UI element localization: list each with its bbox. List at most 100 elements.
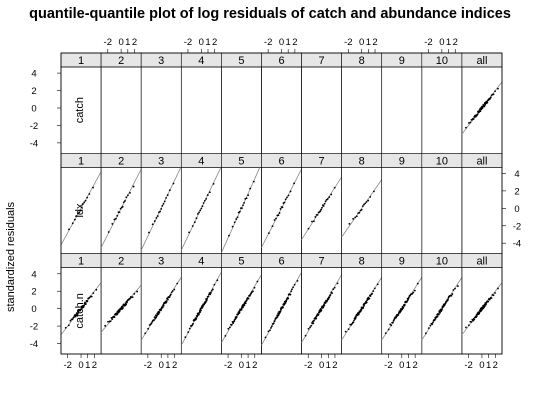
qq-point (162, 304, 165, 307)
qq-point (238, 311, 241, 314)
qq-point (413, 289, 416, 292)
qq-point (279, 207, 282, 210)
qq-point (333, 186, 336, 189)
qq-point (433, 319, 436, 322)
qq-point (195, 217, 198, 220)
qq-point (125, 196, 128, 199)
qq-point (169, 293, 172, 296)
x-tick-label: -2 (344, 37, 352, 48)
qq-point (71, 318, 74, 321)
qq-point (160, 208, 163, 210)
qq-point (199, 311, 201, 314)
qq-point (168, 296, 171, 299)
qq-point (235, 218, 238, 220)
y-tick-label: 4 (31, 269, 36, 280)
qq-point (216, 279, 219, 282)
qq-point (166, 194, 169, 196)
qq-point (228, 326, 231, 329)
qq-point (67, 324, 70, 327)
panel-catch-8 (341, 66, 383, 154)
qq-point (317, 313, 320, 316)
y-tick-label: 2 (31, 287, 36, 298)
x-tick-label: -2 (224, 360, 232, 371)
x-tick-label: 1 (406, 360, 411, 371)
qq-point (484, 305, 486, 307)
qq-point (494, 90, 496, 93)
strip-label-4: 4 (198, 256, 204, 268)
qq-point (324, 302, 327, 304)
qq-point (122, 201, 125, 204)
qq-point (273, 320, 276, 322)
qq-point (199, 209, 202, 212)
qq-point (490, 297, 493, 299)
qq-point (256, 280, 259, 283)
y-tick-label: 0 (31, 304, 36, 315)
x-tick-label: 1 (165, 360, 170, 371)
qq-point (376, 283, 379, 286)
qq-point (363, 304, 366, 307)
qq-point (153, 220, 156, 222)
qq-point (165, 301, 168, 304)
qq-line-idx-8 (341, 179, 383, 238)
x-tick-label: 1 (245, 360, 250, 371)
panel-catch-6 (261, 66, 302, 154)
qq-point (252, 290, 254, 293)
x-tick-label: 1 (486, 360, 491, 371)
x-tick-label: 1 (366, 37, 371, 48)
qq-point (173, 288, 176, 291)
strip-label-all: all (476, 256, 487, 268)
qq-point (188, 231, 190, 234)
qq-point (125, 303, 128, 306)
qq-point (233, 320, 236, 323)
qq-point (124, 200, 126, 202)
qq-point (129, 192, 131, 194)
qq-point (364, 202, 367, 205)
strip-label-9: 9 (399, 256, 405, 268)
qq-point (497, 87, 499, 90)
qq-point (235, 315, 238, 318)
x-tick-label: 2 (172, 360, 177, 371)
qq-point (122, 307, 124, 309)
qq-point (68, 228, 70, 231)
qq-point (75, 215, 78, 217)
strip-label-10: 10 (436, 256, 448, 268)
qq-point (323, 304, 326, 307)
strip-label-2: 2 (118, 256, 124, 268)
qq-line-idx-1 (60, 171, 102, 246)
qq-point (211, 288, 214, 291)
qq-point (160, 309, 162, 311)
x-tick-label: 1 (205, 37, 210, 48)
qq-point (158, 311, 161, 314)
qq-point (193, 221, 196, 223)
qq-point (473, 318, 476, 321)
qq-point (252, 180, 255, 183)
qq-point (296, 280, 299, 282)
qq-point (465, 126, 467, 129)
qq-point (285, 300, 288, 303)
qq-point (489, 96, 492, 99)
qq-point (74, 315, 77, 318)
y-tick-label: -2 (513, 221, 521, 232)
qq-point (402, 306, 405, 309)
qq-point (73, 218, 76, 221)
qq-point (240, 308, 243, 311)
qq-point (153, 319, 155, 322)
panel-catch-2 (100, 66, 142, 154)
qq-point (119, 207, 122, 210)
qq-point (307, 227, 310, 230)
y-tick-label: 2 (514, 186, 519, 197)
y-tick-label: 2 (31, 86, 36, 97)
x-tick-label: 2 (412, 360, 417, 371)
qq-point (492, 294, 495, 297)
qq-point (354, 316, 357, 319)
qq-point (332, 288, 335, 291)
qq-point (387, 328, 390, 331)
qq-point (467, 122, 470, 124)
qq-point (107, 320, 109, 323)
qq-point (206, 297, 209, 300)
qq-point (322, 305, 325, 308)
row-label-catch: catch (74, 97, 86, 123)
qq-point (277, 214, 280, 217)
qq-point (212, 182, 215, 185)
